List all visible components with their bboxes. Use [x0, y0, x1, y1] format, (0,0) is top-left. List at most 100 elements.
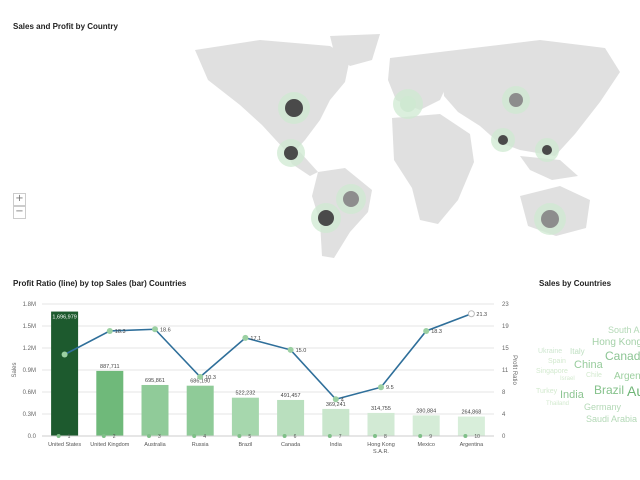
rank-label: 7 [339, 434, 342, 440]
x-tick-label: Brazil [239, 442, 253, 448]
profit-ratio-line [64, 313, 472, 401]
rank-label: 1 [68, 434, 71, 440]
y2-tick-label: 8 [502, 390, 506, 396]
bar-value-label: 1,696,979 [52, 315, 76, 321]
map-panel: Sales and Profit by Country + − [0, 0, 640, 265]
rank-label: 5 [248, 434, 251, 440]
rank-label: 10 [474, 434, 480, 440]
line-point[interactable] [287, 346, 294, 353]
country-bubble[interactable] [498, 135, 508, 145]
bar[interactable] [412, 415, 440, 436]
line-point[interactable] [378, 384, 384, 391]
bar-value-label: 280,884 [416, 408, 436, 414]
y2-tick-label: 4 [502, 412, 506, 418]
y-tick-label: 1.2M [23, 346, 36, 352]
x-tick-label: S.A.R. [373, 449, 389, 455]
line-value-label: 4 [341, 397, 344, 403]
line-point[interactable] [467, 310, 475, 318]
bar[interactable] [51, 311, 79, 436]
x-tick-label: Hong Kong [367, 442, 395, 448]
cloud-word[interactable]: Au [627, 383, 640, 399]
x-tick-label: Canada [281, 442, 301, 448]
line-point[interactable] [332, 396, 339, 403]
cloud-word[interactable]: India [560, 389, 584, 401]
cloud-word[interactable]: Chile [586, 372, 602, 379]
line-point[interactable] [106, 327, 113, 334]
cloud-word[interactable]: Singapore [536, 368, 568, 375]
cloud-word[interactable]: Saudi Arabia [586, 414, 638, 424]
rank-label: 2 [113, 434, 116, 440]
cloud-word[interactable]: Thailand [546, 401, 570, 407]
zoom-in-button[interactable]: + [13, 193, 26, 206]
x-tick-label: Mexico [417, 442, 434, 448]
cloud-word[interactable]: Argen [614, 371, 640, 382]
line-value-label: 18.3 [115, 329, 126, 335]
map-title: Sales and Profit by Country [13, 22, 118, 31]
word-cloud-panel: Sales by Countries South A Hong Kong Canad… [530, 272, 640, 480]
line-point[interactable] [242, 334, 249, 341]
bar[interactable] [277, 399, 305, 436]
line-point[interactable] [423, 327, 430, 334]
line-value-label: 21.3 [476, 312, 487, 318]
country-bubble[interactable] [318, 210, 334, 226]
cloud-word[interactable]: Italy [570, 347, 585, 356]
cloud-word[interactable]: China [574, 359, 603, 371]
combo-chart[interactable]: 0.00.3M0.6M0.9M1.2M1.5M1.8M04811151923Sa… [0, 272, 520, 480]
line-point[interactable] [61, 351, 68, 358]
y2-tick-label: 19 [502, 324, 509, 330]
y-axis-label: Sales [12, 362, 18, 377]
bar[interactable] [96, 370, 124, 436]
cloud-word[interactable]: Spain [548, 358, 566, 365]
bar-value-label: 522,232 [235, 391, 255, 397]
land-greenland [330, 34, 380, 66]
country-bubble[interactable] [400, 96, 416, 112]
country-bubble[interactable] [542, 145, 552, 155]
cloud-word[interactable]: Germany [584, 402, 622, 412]
line-value-label: 10.3 [205, 375, 216, 381]
rank-label: 8 [384, 434, 387, 440]
world-map[interactable] [0, 0, 640, 265]
cloud-word[interactable]: Brazil [594, 383, 625, 397]
land-north-america [195, 40, 350, 150]
y-tick-label: 1.8M [23, 302, 36, 308]
cloud-word[interactable]: Ukraine [538, 348, 563, 355]
bar[interactable] [231, 397, 259, 436]
rank-marker [101, 434, 106, 438]
country-bubble[interactable] [343, 191, 359, 207]
rank-marker [463, 434, 468, 438]
rank-marker [418, 434, 423, 438]
rank-marker [282, 434, 287, 438]
bar-value-label: 491,457 [281, 393, 301, 399]
y-tick-label: 0.0 [28, 434, 37, 440]
cloud-word[interactable]: Israel [560, 376, 575, 382]
country-bubble[interactable] [541, 210, 559, 228]
country-bubble[interactable] [285, 99, 303, 117]
bar[interactable] [457, 416, 485, 436]
bar[interactable] [322, 408, 350, 436]
line-value-label: 9.5 [386, 385, 394, 391]
cloud-word[interactable]: Canad [605, 349, 640, 363]
line-point[interactable] [152, 326, 158, 333]
line-value-label: 18.6 [160, 327, 171, 333]
x-tick-label: Australia [144, 442, 166, 448]
x-tick-label: Russia [192, 442, 210, 448]
country-bubble[interactable] [509, 93, 523, 107]
bar[interactable] [141, 384, 169, 436]
cloud-word[interactable]: Turkey [536, 388, 558, 395]
bar-value-label: 314,755 [371, 406, 391, 412]
rank-marker [147, 434, 151, 438]
bar[interactable] [186, 385, 214, 436]
line-point[interactable] [197, 373, 204, 380]
cloud-word[interactable]: Hong Kong [592, 337, 640, 348]
line-value-label: 18.3 [431, 329, 442, 335]
rank-label: 4 [203, 434, 206, 440]
y-tick-label: 0.6M [23, 390, 36, 396]
cloud-word[interactable]: South A [608, 325, 640, 335]
x-tick-label: India [330, 442, 343, 448]
bar-value-label: 264,868 [461, 410, 481, 416]
map-bubbles [277, 86, 566, 235]
bar[interactable] [367, 412, 395, 436]
land-southeast-asia [520, 156, 578, 180]
country-bubble[interactable] [284, 146, 298, 160]
zoom-out-button[interactable]: − [13, 206, 26, 219]
